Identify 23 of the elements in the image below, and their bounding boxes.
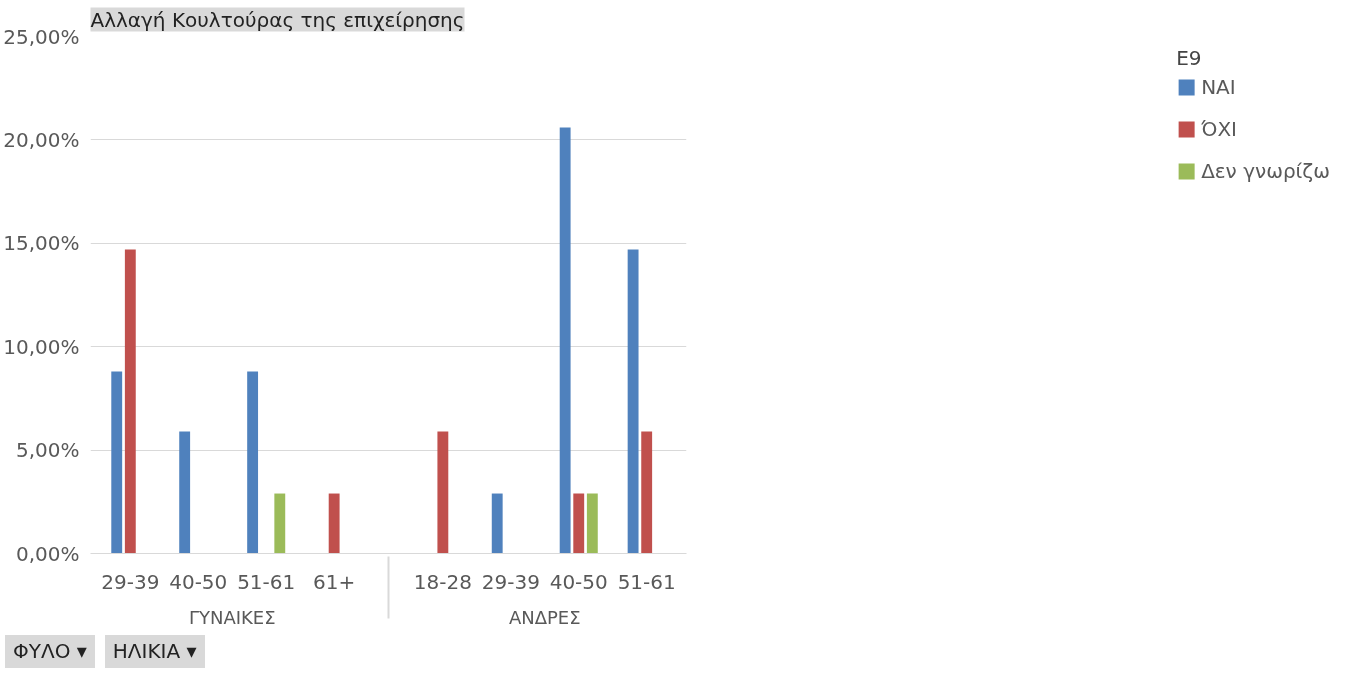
- y-tick-label: 20,00%: [3, 127, 80, 152]
- y-tick-label: 25,00%: [3, 24, 80, 49]
- x-tick-label: 40-50: [549, 569, 608, 594]
- x-tick-label: 40-50: [169, 569, 228, 594]
- x-tick-label: 29-39: [101, 569, 160, 594]
- legend-label: ΌΧΙ: [1201, 117, 1237, 141]
- x-tick-label: 51-61: [617, 569, 676, 594]
- x-tick-label: 18-28: [413, 569, 472, 594]
- chart-title: Αλλαγή Κουλτούρας της επιχείρησης: [90, 7, 465, 32]
- legend-label: ΝΑΙ: [1201, 75, 1236, 99]
- legend-title: E9: [1176, 46, 1203, 70]
- y-tick-label: 15,00%: [3, 231, 80, 256]
- legend-label: Δεν γνωρίζω: [1201, 159, 1330, 183]
- x-tick-label: 29-39: [481, 569, 540, 594]
- x-tick-label: 61+: [313, 569, 356, 594]
- text: ΓΥΝΑΙΚΕΣ: [188, 606, 276, 628]
- y-tick-label: 5,00%: [15, 438, 80, 463]
- x-tick-label: 51-61: [237, 569, 296, 594]
- text: ΗΛΙΚΙΑ ▾: [112, 638, 197, 665]
- text: ΑΝΔΡΕΣ: [508, 606, 581, 628]
- y-tick-label: 0,00%: [15, 541, 80, 566]
- y-tick-label: 10,00%: [3, 334, 80, 359]
- text: ΦΥΛΟ ▾: [13, 638, 87, 665]
